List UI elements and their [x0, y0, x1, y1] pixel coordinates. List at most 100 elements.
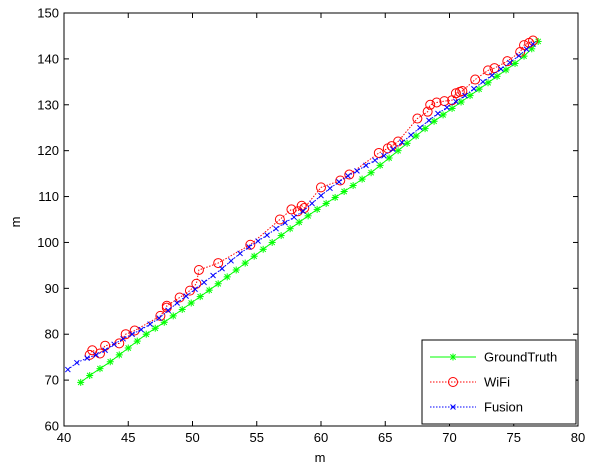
data-point-fusion [354, 168, 360, 174]
series-groundtruth [77, 37, 542, 386]
y-tick-label: 150 [37, 6, 59, 21]
data-point-wifi [422, 106, 433, 117]
marker-stroke [368, 169, 375, 176]
data-point-wifi [489, 63, 500, 74]
marker-stroke [458, 99, 465, 106]
marker-stroke [143, 331, 150, 338]
marker-stroke [201, 279, 207, 286]
data-point-groundtruth [96, 365, 104, 373]
data-point-wifi [155, 310, 166, 321]
marker-stroke [450, 354, 456, 360]
marker-stroke [125, 345, 132, 351]
data-point-wifi [344, 169, 355, 180]
marker-stroke [404, 140, 411, 147]
data-point-fusion [507, 59, 513, 66]
marker-stroke [453, 98, 459, 105]
y-tick-label: 120 [37, 143, 59, 158]
marker-stroke [485, 79, 492, 86]
y-tick-label: 70 [45, 373, 59, 388]
marker-stroke [237, 250, 243, 257]
data-point-groundtruth [286, 225, 294, 233]
data-point-groundtruth [115, 351, 123, 359]
data-point-groundtruth [520, 52, 528, 60]
marker-stroke [363, 162, 369, 169]
data-point-fusion [408, 132, 414, 138]
marker-stroke [134, 338, 141, 345]
data-point-wifi [412, 113, 423, 124]
data-point-fusion [165, 307, 171, 314]
data-point-fusion [273, 225, 279, 232]
data-point-fusion [345, 173, 351, 179]
marker-stroke [444, 104, 450, 111]
marker-stroke [120, 335, 126, 342]
marker-stroke [381, 152, 387, 159]
marker-stroke [341, 188, 348, 195]
series-line-groundtruth [80, 41, 539, 383]
marker-stroke [255, 238, 261, 244]
marker-stroke [278, 232, 285, 239]
marker-stroke [183, 293, 189, 299]
marker-stroke [291, 214, 297, 221]
marker-stroke [494, 73, 501, 80]
data-layer [65, 35, 542, 386]
data-point-fusion [210, 272, 216, 279]
legend-marker-wifi [448, 377, 458, 387]
marker-stroke [309, 200, 315, 207]
marker-stroke [336, 179, 342, 185]
y-tick-label: 60 [45, 419, 59, 434]
marker-stroke [422, 125, 429, 132]
data-point-groundtruth [475, 85, 483, 93]
marker-stroke [449, 105, 456, 112]
legend: GroundTruth WiFi Fusion [421, 339, 577, 425]
data-point-fusion [174, 300, 180, 306]
marker-stroke [156, 315, 162, 322]
data-point-groundtruth [232, 266, 240, 274]
data-point-groundtruth [322, 199, 330, 207]
data-point-wifi [286, 204, 297, 215]
data-point-groundtruth [259, 245, 267, 253]
data-point-groundtruth [106, 358, 114, 366]
marker-stroke [395, 147, 402, 154]
marker-stroke [65, 366, 71, 373]
y-axis-label: m [8, 217, 23, 228]
legend-marker-groundtruth [449, 353, 457, 361]
data-point-groundtruth [304, 212, 312, 220]
marker-stroke [530, 41, 536, 48]
x-tick-label: 50 [185, 430, 199, 445]
data-point-wifi [335, 175, 346, 186]
marker-stroke [377, 162, 384, 169]
marker-stroke [152, 325, 159, 332]
marker-stroke [503, 66, 510, 73]
data-point-fusion [84, 355, 90, 361]
marker-stroke [107, 358, 114, 365]
axes-layer: 40 45 50 55 60 65 70 75 80 60 70 80 90 100 110 120 130 14… [37, 6, 585, 446]
marker-stroke [323, 200, 330, 207]
data-point-groundtruth [196, 293, 204, 301]
marker-stroke [224, 273, 231, 280]
data-point-fusion [453, 98, 459, 105]
x-tick-label: 80 [571, 430, 585, 445]
axes-box [63, 12, 579, 427]
x-tick-label: 40 [57, 430, 71, 445]
data-point-fusion [390, 146, 396, 153]
data-point-fusion [300, 208, 306, 215]
data-point-fusion [480, 78, 486, 85]
x-tick-label: 75 [507, 430, 521, 445]
data-point-fusion [129, 331, 135, 338]
series-fusion [65, 41, 536, 373]
data-point-groundtruth [367, 169, 375, 177]
marker-stroke [174, 300, 180, 306]
marker-stroke [462, 92, 468, 99]
marker-stroke [273, 225, 279, 232]
marker-stroke [161, 319, 168, 326]
marker-stroke [528, 45, 535, 52]
marker-stroke [300, 208, 306, 215]
data-point-fusion [192, 286, 198, 293]
marker-stroke [269, 239, 276, 246]
data-point-fusion [120, 335, 126, 342]
data-point-wifi [431, 97, 442, 108]
marker-stroke [386, 155, 393, 161]
marker-stroke [350, 182, 357, 189]
data-point-fusion [147, 321, 153, 327]
data-point-groundtruth [187, 299, 195, 307]
